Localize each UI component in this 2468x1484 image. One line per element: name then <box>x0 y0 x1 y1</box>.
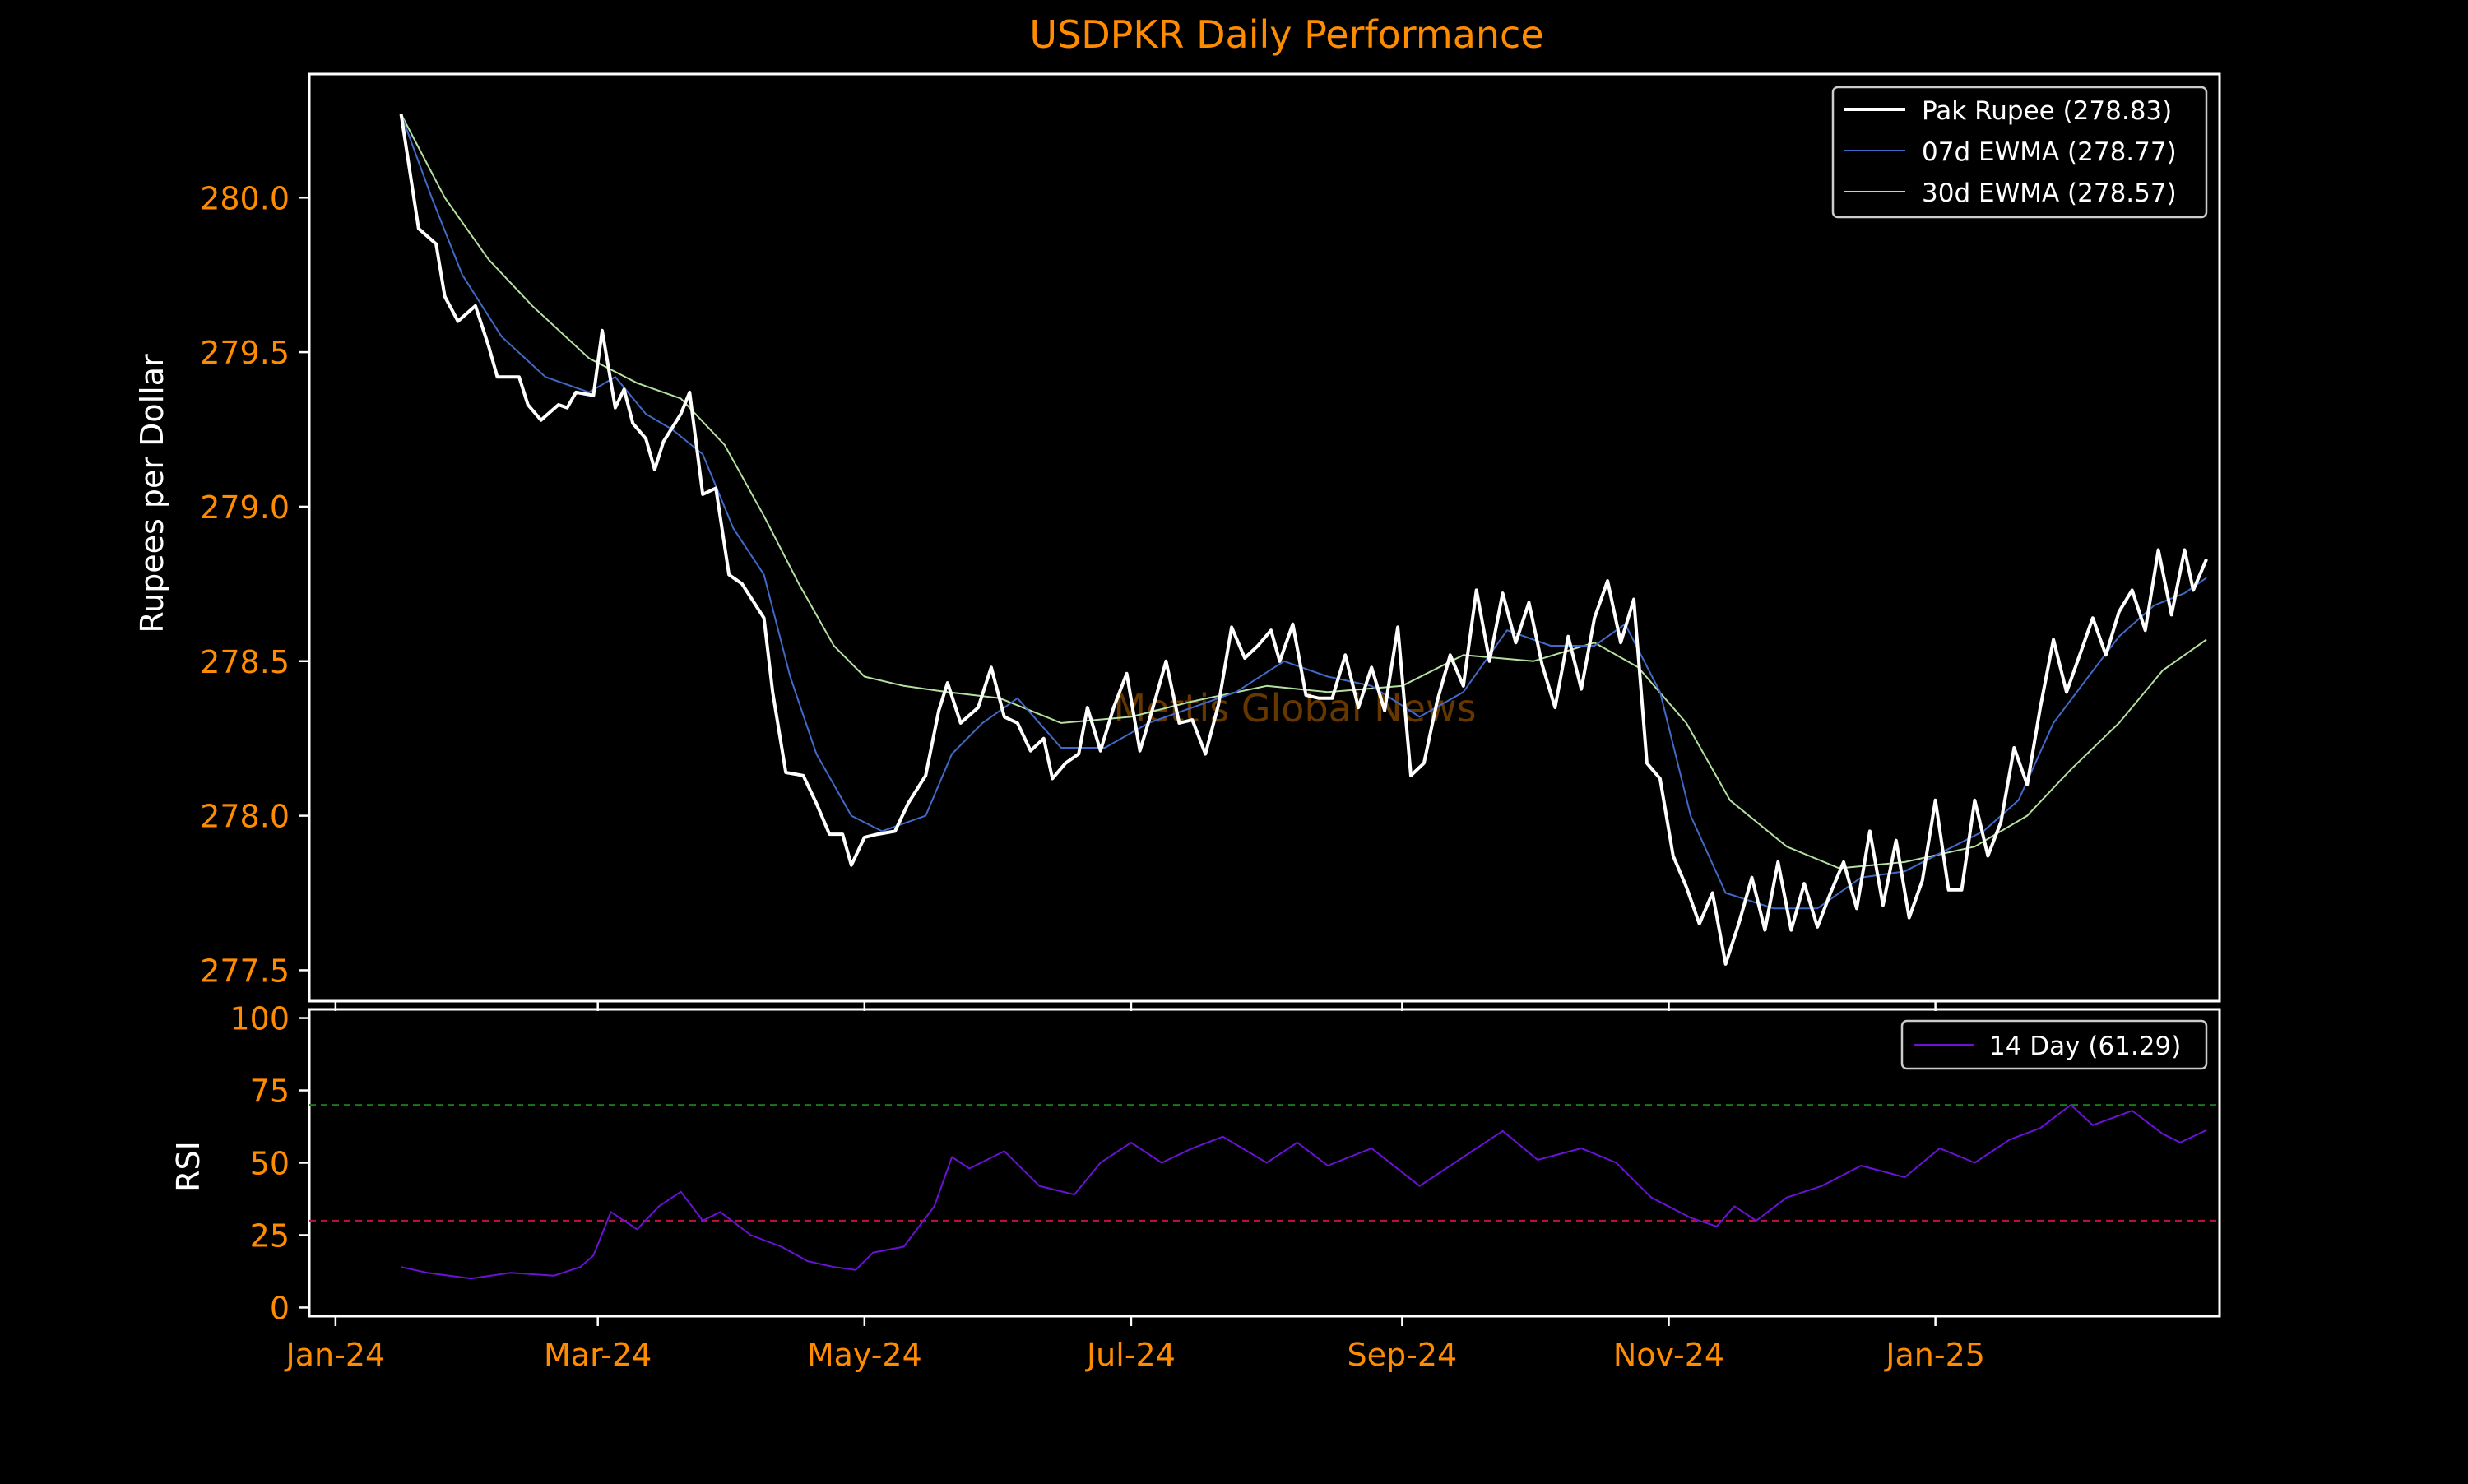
rsi-legend: 14 Day (61.29) <box>1900 1019 2208 1070</box>
price-legend: Pak Rupee (278.83) 07d EWMA (278.77) 30d… <box>1831 86 2208 219</box>
price-y-axis-label: Rupees per Dollar <box>134 354 170 633</box>
price-legend-box <box>1831 86 2208 219</box>
price-panel: Mettis Global News 277.5278.0278.5279.02… <box>134 72 2221 1003</box>
price-y-tick-label: 279.5 <box>200 335 290 371</box>
x-tick-label: Sep-24 <box>1348 1337 1458 1373</box>
price-y-tick-label: 278.5 <box>200 644 290 680</box>
rsi-y-tick-label: 100 <box>230 1001 290 1037</box>
rsi-y-tick-label: 0 <box>270 1290 290 1326</box>
price-y-tick-label: 279.0 <box>200 489 290 526</box>
price-y-tick-label: 280.0 <box>200 180 290 216</box>
chart-title: USDPKR Daily Performance <box>1029 12 1543 57</box>
rsi-series-line <box>401 1104 2207 1280</box>
x-axis-ticks: Jan-24 Mar-24 May-24 Jul-24 Sep-24 Nov-24 Jan-… <box>285 1001 1985 1373</box>
rsi-reference-lines <box>309 1104 2220 1222</box>
price-y-ticks: 277.5 278.0 278.5 279.0 279.5 280.0 <box>200 180 309 989</box>
x-tick-label: Jan-25 <box>1884 1337 1985 1373</box>
x-tick-label: Jan-24 <box>285 1337 386 1373</box>
price-series-line-0 <box>399 114 2208 966</box>
legend-label-30d-ewma: 30d EWMA (278.57) <box>1922 179 2177 208</box>
rsi-y-ticks: 0 25 50 75 100 <box>230 1001 309 1326</box>
rsi-panel: 0 25 50 75 100 Jan-24 Mar-24 May-24 Jul-24 Sep-2… <box>170 1001 2221 1373</box>
x-tick-label: Jul-24 <box>1085 1337 1176 1373</box>
price-y-tick-label: 278.0 <box>200 799 290 835</box>
legend-label-07d-ewma: 07d EWMA (278.77) <box>1922 137 2177 167</box>
rsi-y-tick-label: 75 <box>250 1074 290 1110</box>
x-tick-label: May-24 <box>807 1337 922 1373</box>
legend-label-pak-rupee: Pak Rupee (278.83) <box>1922 96 2172 126</box>
legend-label-rsi: 14 Day (61.29) <box>1989 1032 2181 1061</box>
x-tick-label: Mar-24 <box>544 1337 652 1373</box>
rsi-series-lines <box>401 1104 2207 1280</box>
rsi-y-axis-label: RSI <box>170 1141 206 1192</box>
price-y-tick-label: 277.5 <box>200 953 290 989</box>
x-tick-label: Nov-24 <box>1613 1337 1724 1373</box>
price-series-lines <box>399 114 2208 966</box>
price-plot-frame <box>308 72 2221 1003</box>
price-series-line-1 <box>400 114 2207 910</box>
rsi-y-tick-label: 50 <box>250 1146 290 1182</box>
rsi-legend-box <box>1900 1019 2208 1070</box>
rsi-y-tick-label: 25 <box>250 1217 290 1254</box>
